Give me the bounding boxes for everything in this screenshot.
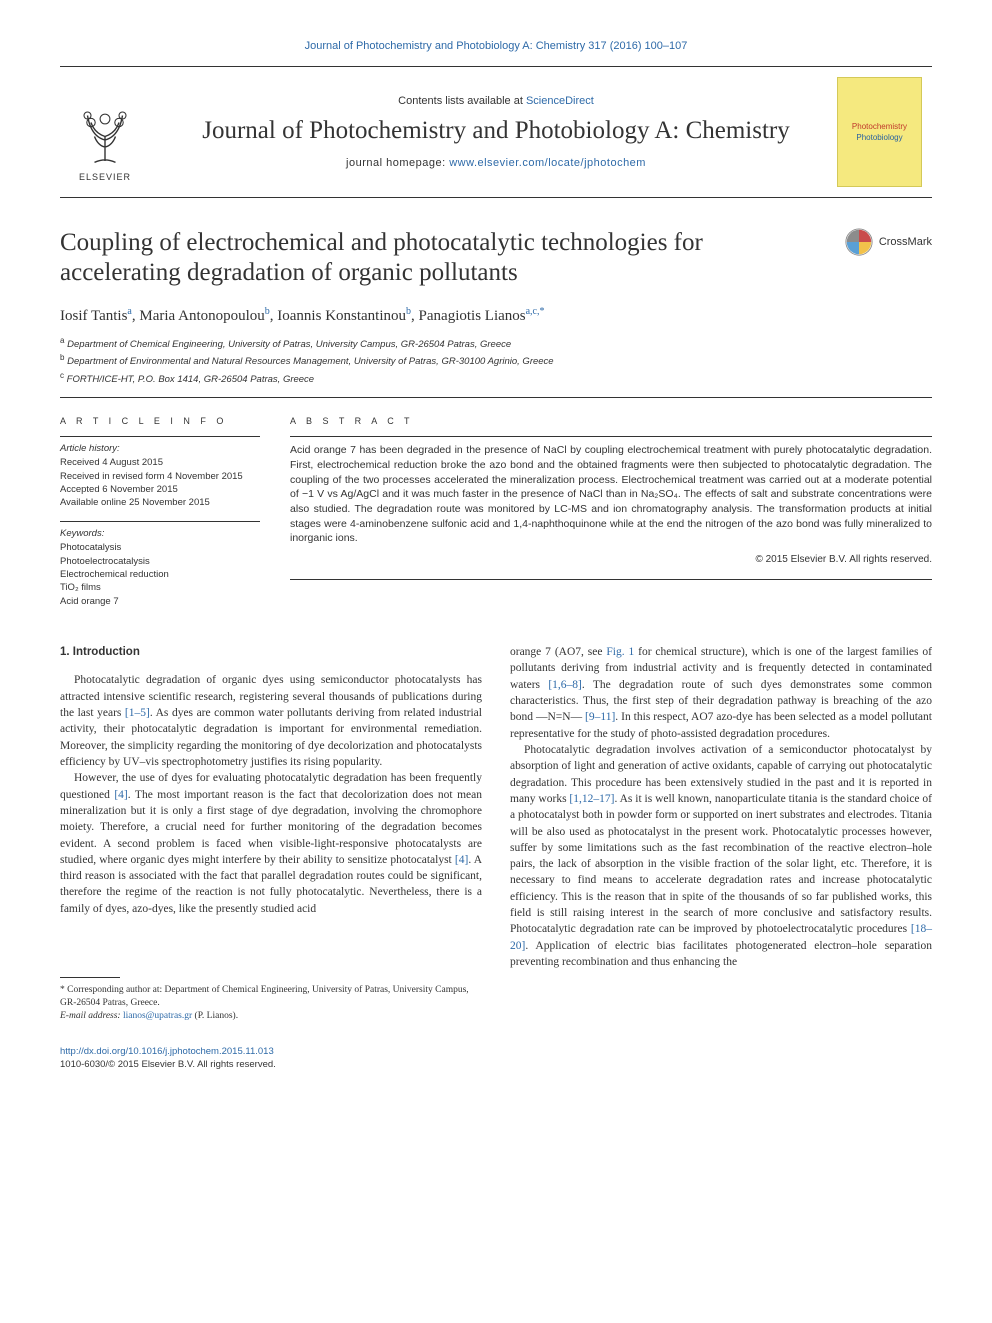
journal-homepage: journal homepage: www.elsevier.com/locat… <box>165 157 827 169</box>
citation-link[interactable]: [1–5] <box>125 707 150 719</box>
running-header-link[interactable]: Journal of Photochemistry and Photobiolo… <box>305 40 688 52</box>
article-info: A R T I C L E I N F O Article history: R… <box>60 416 260 620</box>
publisher-logo-block: ELSEVIER <box>60 82 155 182</box>
journal-cover-thumbnail: Photochemistry Photobiology <box>837 77 922 187</box>
body-paragraph: Photocatalytic degradation involves acti… <box>510 742 932 971</box>
elsevier-tree-icon <box>70 98 140 168</box>
article-info-heading: A R T I C L E I N F O <box>60 416 260 426</box>
citation-link[interactable]: [9–11] <box>585 711 615 723</box>
footnote-corr: * Corresponding author at: Department of… <box>60 984 482 1010</box>
affiliation-line: a Department of Chemical Engineering, Un… <box>60 335 932 352</box>
keywords-label: Keywords: <box>60 528 260 539</box>
cover-text-2: Photobiology <box>856 133 902 142</box>
rule <box>290 436 932 437</box>
homepage-link[interactable]: www.elsevier.com/locate/jphotochem <box>449 157 646 169</box>
homepage-prefix: journal homepage: <box>346 157 449 169</box>
authors-line: Iosif Tantisa, Maria Antonopouloub, Ioan… <box>60 306 932 325</box>
contents-prefix: Contents lists available at <box>398 95 526 107</box>
crossmark-label: CrossMark <box>879 236 932 248</box>
running-header: Journal of Photochemistry and Photobiolo… <box>60 40 932 52</box>
abstract-heading: A B S T R A C T <box>290 416 932 426</box>
abstract-copyright: © 2015 Elsevier B.V. All rights reserved… <box>290 554 932 565</box>
history-line: Available online 25 November 2015 <box>60 496 260 509</box>
history-line: Received in revised form 4 November 2015 <box>60 470 260 483</box>
rule <box>60 436 260 437</box>
body-columns: 1. Introduction Photocatalytic degradati… <box>60 644 932 1023</box>
rule <box>290 579 932 580</box>
body-paragraph: orange 7 (AO7, see Fig. 1 for chemical s… <box>510 644 932 742</box>
masthead: ELSEVIER Contents lists available at Sci… <box>60 66 932 198</box>
history-line: Received 4 August 2015 <box>60 456 260 469</box>
figure-ref-link[interactable]: Fig. 1 <box>606 646 634 658</box>
citation-link[interactable]: [4] <box>114 789 127 801</box>
citation-link[interactable]: [4] <box>455 854 468 866</box>
article-title: Coupling of electrochemical and photocat… <box>60 228 845 288</box>
footnote-separator <box>60 977 120 978</box>
cover-text-1: Photochemistry <box>852 122 907 131</box>
sciencedirect-link[interactable]: ScienceDirect <box>526 95 594 107</box>
crossmark-icon <box>845 228 873 256</box>
elsevier-logo: ELSEVIER <box>60 82 150 182</box>
history-line: Accepted 6 November 2015 <box>60 483 260 496</box>
citation-link[interactable]: [18–20] <box>510 923 932 951</box>
body-paragraph: Photocatalytic degradation of organic dy… <box>60 672 482 770</box>
affiliation-line: b Department of Environmental and Natura… <box>60 352 932 369</box>
keyword-line: Acid orange 7 <box>60 595 260 608</box>
rule <box>60 397 932 398</box>
rule <box>60 521 260 522</box>
column-left: 1. Introduction Photocatalytic degradati… <box>60 644 482 1023</box>
bottom-metadata: http://dx.doi.org/10.1016/j.jphotochem.2… <box>60 1045 932 1072</box>
body-paragraph: However, the use of dyes for evaluating … <box>60 770 482 917</box>
journal-name: Journal of Photochemistry and Photobiolo… <box>165 117 827 146</box>
citation-link[interactable]: [1,12–17] <box>569 793 614 805</box>
article-history-label: Article history: <box>60 443 260 454</box>
corresponding-author-footnote: * Corresponding author at: Department of… <box>60 984 482 1022</box>
affiliation-line: c FORTH/ICE-HT, P.O. Box 1414, GR-26504 … <box>60 370 932 387</box>
crossmark-badge[interactable]: CrossMark <box>845 228 932 256</box>
abstract-body: Acid orange 7 has been degraded in the p… <box>290 443 932 546</box>
column-right: orange 7 (AO7, see Fig. 1 for chemical s… <box>510 644 932 1023</box>
affiliations: a Department of Chemical Engineering, Un… <box>60 335 932 387</box>
footnote-email-label: E-mail address: <box>60 1011 121 1021</box>
keyword-line: Photoelectrocatalysis <box>60 555 260 568</box>
section-heading-introduction: 1. Introduction <box>60 644 482 660</box>
keyword-line: TiO₂ films <box>60 581 260 594</box>
keyword-line: Electrochemical reduction <box>60 568 260 581</box>
keyword-line: Photocatalysis <box>60 541 260 554</box>
citation-link[interactable]: [1,6–8] <box>548 679 582 691</box>
footnote-email-who: (P. Lianos). <box>195 1011 239 1021</box>
contents-available: Contents lists available at ScienceDirec… <box>165 95 827 107</box>
publisher-name: ELSEVIER <box>79 172 131 182</box>
issn-copyright: 1010-6030/© 2015 Elsevier B.V. All right… <box>60 1058 932 1071</box>
abstract: A B S T R A C T Acid orange 7 has been d… <box>290 416 932 620</box>
doi-link[interactable]: http://dx.doi.org/10.1016/j.jphotochem.2… <box>60 1046 274 1057</box>
footnote-email-link[interactable]: lianos@upatras.gr <box>123 1011 192 1021</box>
